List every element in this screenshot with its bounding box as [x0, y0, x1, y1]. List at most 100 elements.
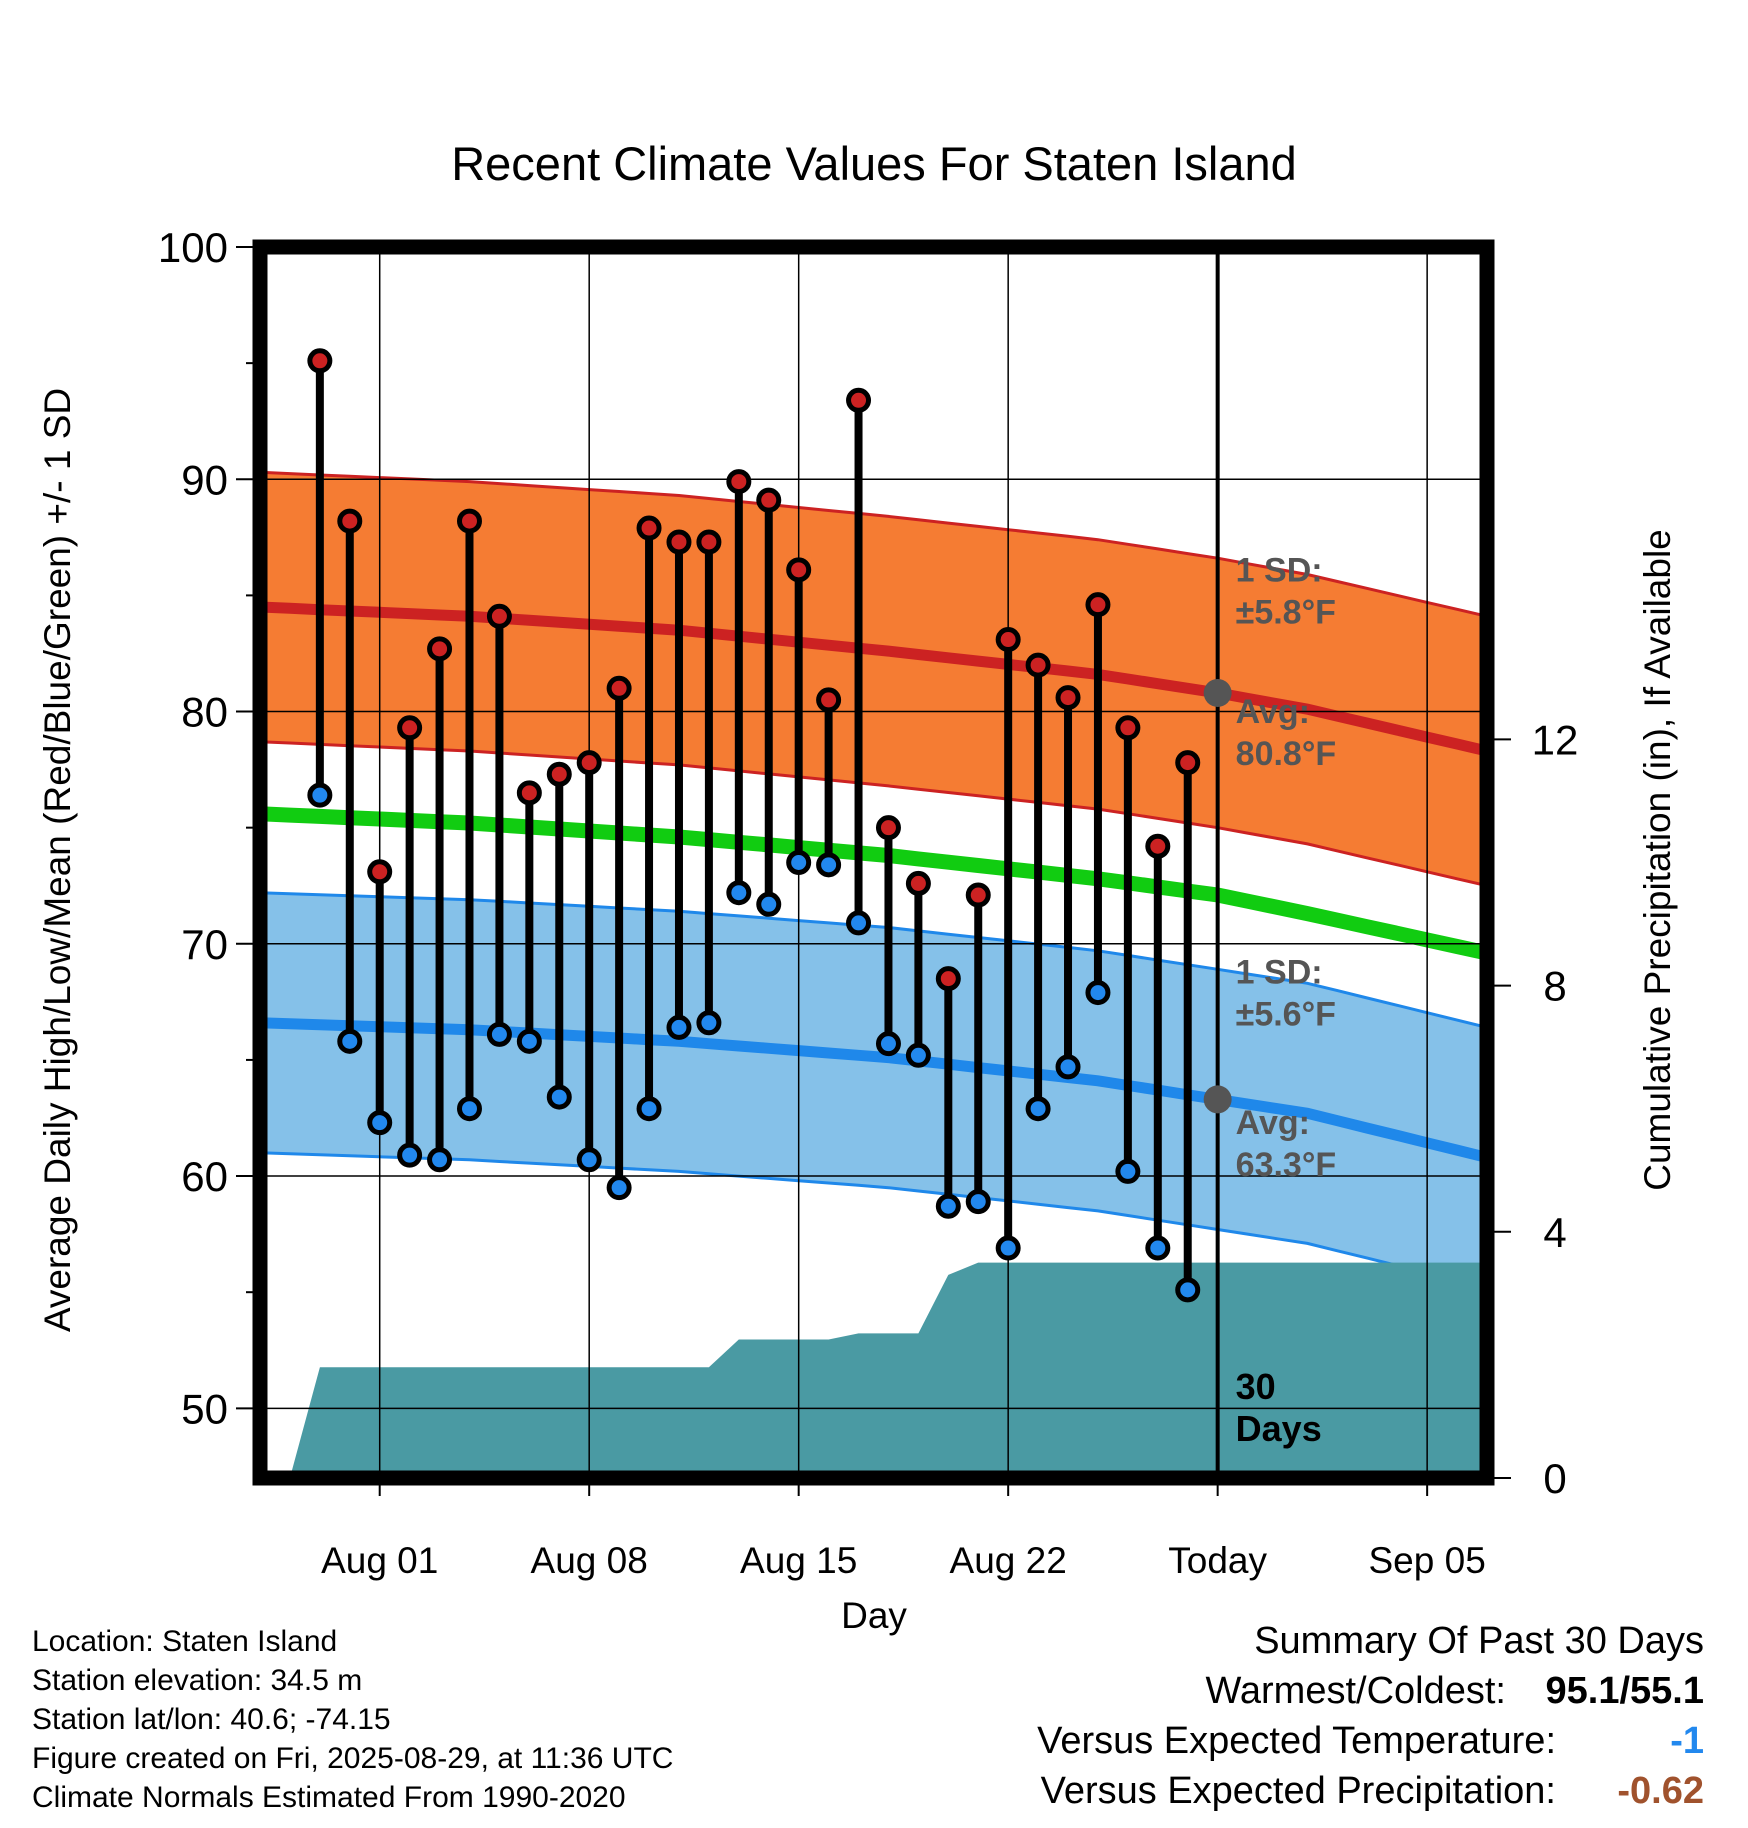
plot-clip-group	[260, 247, 1487, 1478]
x-axis-label: Day	[841, 1595, 907, 1636]
y-tick-label: 80	[181, 689, 228, 736]
high-temp-point	[367, 859, 393, 885]
low-temp-point	[546, 1084, 572, 1110]
elevation-text: Station elevation: 34.5 m	[32, 1664, 363, 1697]
high-temp-point	[1025, 652, 1051, 678]
high-temp-point	[666, 529, 692, 555]
y2-axis-label: Cumulative Precipitation (in), If Availa…	[1637, 529, 1678, 1191]
low-temp-point	[397, 1142, 423, 1168]
today-high-avg-marker	[1203, 678, 1232, 707]
summary-panel: Summary Of Past 30 Days Warmest/Coldest:…	[1037, 1616, 1704, 1816]
x-tick-label: Aug 01	[321, 1540, 438, 1581]
low-temp-point	[1115, 1158, 1141, 1184]
days-annotation-line: Days	[1236, 1408, 1322, 1449]
high-temp-point	[456, 508, 482, 534]
low-avg-annotation-line: Avg:	[1236, 1104, 1310, 1142]
created-text: Figure created on Fri, 2025-08-29, at 11…	[32, 1742, 674, 1775]
low-temp-point	[905, 1042, 931, 1068]
high-avg-annotation: Avg: 80.8°F	[1236, 693, 1337, 773]
chart-title: Recent Climate Values For Staten Island	[451, 137, 1297, 190]
high-temp-point	[576, 750, 602, 776]
low-temp-point	[427, 1147, 453, 1173]
high-temp-point	[1055, 685, 1081, 711]
low-temp-point	[576, 1147, 602, 1173]
low-temp-point	[636, 1096, 662, 1122]
x-tick-label: Aug 15	[740, 1540, 857, 1581]
y-tick-label: 50	[181, 1385, 228, 1432]
high-temp-point	[816, 687, 842, 713]
y2-tick-label: 8	[1543, 963, 1566, 1010]
high-temp-point	[1115, 715, 1141, 741]
low-temp-point	[816, 852, 842, 878]
high-temp-point	[965, 882, 991, 908]
low-avg-annotation: Avg: 63.3°F	[1236, 1104, 1337, 1184]
high-temp-point	[756, 487, 782, 513]
precip-departure-row: Versus Expected Precipitation: -0.62	[1037, 1766, 1704, 1816]
today-low-avg-marker	[1203, 1085, 1232, 1114]
high-temp-point	[1085, 592, 1111, 618]
x-tick-label: Today	[1168, 1540, 1267, 1581]
y2-tick-label: 4	[1543, 1209, 1566, 1256]
high-temp-point	[875, 815, 901, 841]
x-tick-label: Aug 08	[531, 1540, 648, 1581]
high-sd-lower	[260, 740, 1487, 888]
low-temp-point	[666, 1014, 692, 1040]
warmest-coldest-label: Warmest/Coldest:	[1205, 1670, 1506, 1712]
low-temp-point	[1175, 1277, 1201, 1303]
low-temp-point	[1055, 1054, 1081, 1080]
warmest-coldest-row: Warmest/Coldest: 95.1/55.1	[1037, 1666, 1704, 1716]
y-tick-label: 90	[181, 456, 228, 503]
y-axis-label: Average Daily High/Low/Mean (Red/Blue/Gr…	[37, 388, 78, 1332]
y-tick-label: 100	[158, 224, 228, 271]
high-sd-annotation-line: 1 SD:	[1236, 551, 1323, 589]
x-tick-label: Sep 05	[1369, 1540, 1486, 1581]
temp-departure-row: Versus Expected Temperature: -1	[1037, 1716, 1704, 1766]
high-temp-point	[1145, 833, 1171, 859]
high-temp-point	[636, 515, 662, 541]
high-avg-annotation-line: 80.8°F	[1236, 735, 1337, 773]
high-temp-point	[905, 870, 931, 896]
low-temp-point	[367, 1110, 393, 1136]
x-tick-label: Aug 22	[950, 1540, 1067, 1581]
high-temp-point	[606, 675, 632, 701]
low-temp-point	[1025, 1096, 1051, 1122]
plot-area: 1 SD: ±5.8°F Avg: 80.8°F 1 SD: ±5.6°F Avg: 63.3…	[158, 224, 1578, 1581]
high-temp-point	[307, 348, 333, 374]
plot-frame	[252, 239, 1495, 1486]
high-sd-annotation: 1 SD: ±5.8°F	[1236, 551, 1336, 631]
high-sd-annotation-line: ±5.8°F	[1236, 593, 1336, 631]
high-temp-point	[397, 715, 423, 741]
days-annotation-line: 30	[1236, 1366, 1276, 1407]
days-annotation: 30 Days	[1236, 1366, 1322, 1449]
high-temp-point	[726, 469, 752, 495]
high-temp-point	[696, 529, 722, 555]
low-temp-point	[756, 891, 782, 917]
high-sd-band	[260, 472, 1487, 886]
low-temp-point	[726, 880, 752, 906]
normals-text: Climate Normals Estimated From 1990-2020	[32, 1781, 626, 1814]
low-sd-upper	[260, 891, 1487, 1029]
station-info: Location: Staten Island Station elevatio…	[32, 1622, 673, 1817]
y-tick-label: 60	[181, 1153, 228, 1200]
low-temp-point	[337, 1028, 363, 1054]
temp-departure-value: -1	[1670, 1720, 1704, 1762]
warmest-coldest-value: 95.1/55.1	[1545, 1670, 1704, 1712]
low-temp-point	[307, 782, 333, 808]
low-sd-lower	[260, 1151, 1487, 1289]
low-temp-point	[786, 850, 812, 875]
high-temp-point	[516, 780, 542, 806]
low-temp-point	[846, 910, 872, 936]
low-temp-point	[1085, 980, 1111, 1006]
mean-normal-line	[260, 806, 1487, 961]
high-sd-upper	[260, 470, 1487, 618]
low-temp-point	[875, 1031, 901, 1057]
low-temp-point	[935, 1193, 961, 1219]
y-tick-label: 70	[181, 921, 228, 968]
low-normal-line	[260, 1017, 1487, 1163]
low-avg-annotation-line: 63.3°F	[1236, 1146, 1337, 1184]
precip-departure-label: Versus Expected Precipitation:	[1040, 1770, 1556, 1812]
temp-departure-label: Versus Expected Temperature:	[1037, 1720, 1556, 1762]
high-temp-point	[935, 966, 961, 992]
low-temp-point	[606, 1175, 632, 1201]
